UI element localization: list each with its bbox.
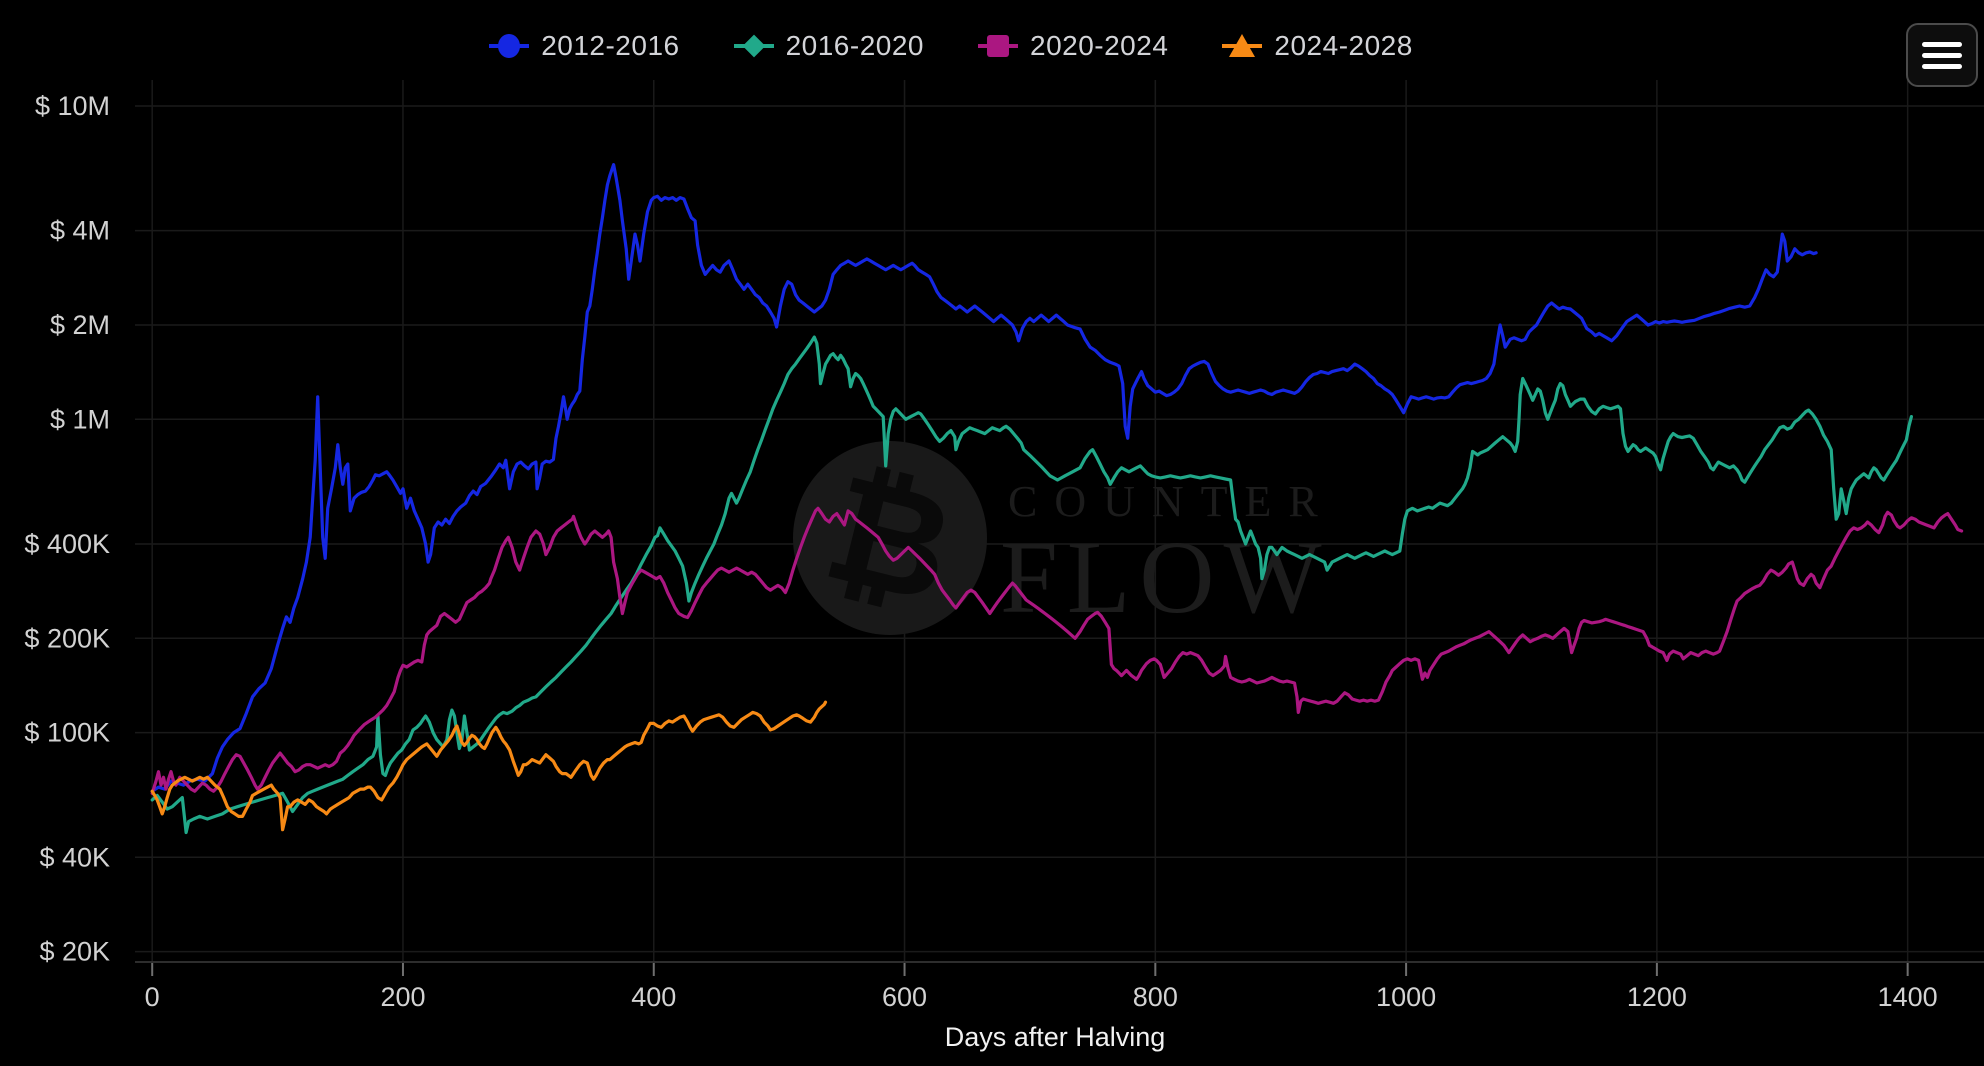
legend-square-icon	[978, 35, 1018, 57]
y-tick-label: $ 200K	[24, 623, 110, 653]
legend-label: 2016-2020	[785, 30, 924, 61]
x-tick-label: 1200	[1627, 982, 1687, 1012]
x-axis-title: Days after Halving	[945, 1022, 1166, 1052]
watermark-brand-top: COUNTER	[1008, 477, 1335, 526]
y-tick-label: $ 400K	[24, 529, 110, 559]
y-tick-label: $ 1M	[50, 404, 110, 434]
series-line-2024-2028	[150, 700, 828, 832]
x-tick-label: 600	[882, 982, 927, 1012]
watermark: ₿ COUNTER FLOW	[793, 441, 1335, 637]
legend-label: 2024-2028	[1274, 30, 1413, 61]
y-tick-label: $ 100K	[24, 718, 110, 748]
grid-layer	[135, 80, 1984, 976]
chart-legend: 2012-2016 2016-2020 2020-2024 2024-2028	[0, 30, 1900, 62]
legend-label: 2012-2016	[541, 30, 680, 61]
y-tick-label: $ 20K	[39, 937, 110, 967]
legend-circle-icon	[489, 34, 530, 58]
legend-diamond-icon	[733, 34, 774, 58]
y-tick-label: $ 4M	[50, 216, 110, 246]
hamburger-menu-button[interactable]	[1906, 23, 1978, 87]
series-line-2020-2024	[150, 506, 1964, 795]
x-tick-label: 0	[145, 982, 160, 1012]
legend-item-2024-2028[interactable]: 2024-2028	[1220, 30, 1412, 62]
x-tick-label: 200	[380, 982, 425, 1012]
x-tick-label: 1400	[1878, 982, 1938, 1012]
y-tick-label: $ 2M	[50, 310, 110, 340]
axis-labels: $ 10M $ 4M $ 2M $ 1M $ 400K $ 200K $ 100K $ 40K…	[24, 91, 1937, 1012]
y-tick-label: $ 40K	[39, 842, 110, 872]
series-layer	[150, 163, 1964, 835]
legend-item-2020-2024[interactable]: 2020-2024	[976, 30, 1168, 62]
x-tick-label: 400	[631, 982, 676, 1012]
legend-label: 2020-2024	[1030, 30, 1169, 61]
x-tick-label: 1000	[1376, 982, 1436, 1012]
x-tick-label: 800	[1133, 982, 1178, 1012]
y-tick-label: $ 10M	[35, 91, 110, 121]
series-line-2016-2020	[150, 335, 1914, 835]
watermark-brand-bottom: FLOW	[1000, 520, 1331, 635]
series-line-2012-2016	[150, 163, 1818, 793]
legend-item-2012-2016[interactable]: 2012-2016	[487, 30, 679, 62]
legend-triangle-icon	[1222, 34, 1263, 57]
legend-item-2016-2020[interactable]: 2016-2020	[732, 30, 924, 62]
